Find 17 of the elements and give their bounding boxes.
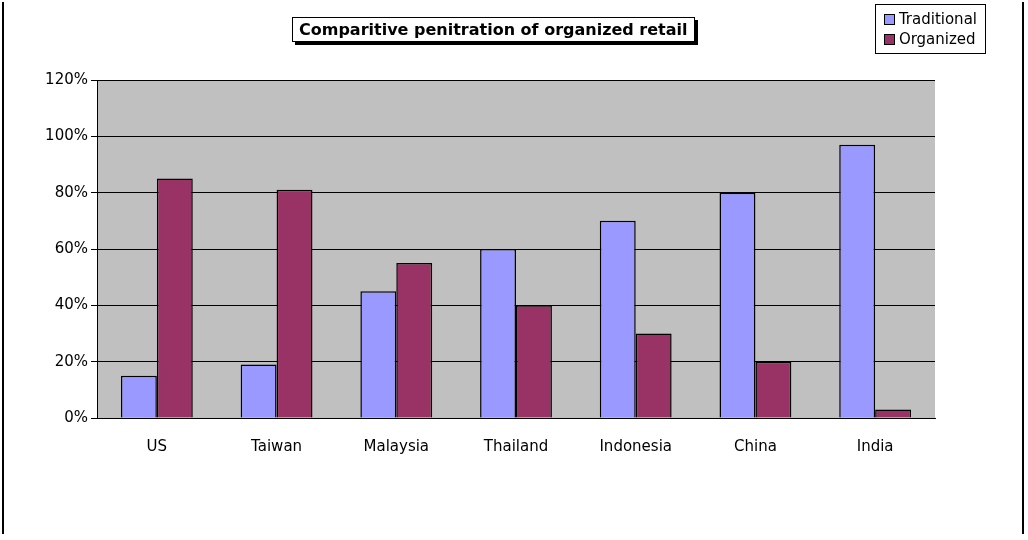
y-tick-label: 0% [64, 407, 88, 426]
x-tick-label: Indonesia [599, 436, 672, 455]
chart-title: Comparitive penitration of organized retail [292, 17, 695, 42]
x-tick-label: Malaysia [363, 436, 430, 455]
x-tick-label: Thailand [482, 436, 549, 455]
x-tick-label: US [146, 436, 168, 455]
y-tick-label: 100% [45, 126, 88, 145]
y-tick-label: 80% [54, 182, 88, 201]
x-tick-label: India [856, 436, 894, 455]
x-tick-label: China [734, 436, 777, 455]
legend-label: Traditional [898, 10, 977, 28]
y-tick-label: 40% [54, 295, 88, 314]
legend-label: Organized [898, 30, 976, 48]
x-tick-label: Taiwan [250, 436, 303, 455]
y-tick-label: 120% [45, 69, 88, 88]
y-tick-label: 20% [54, 351, 88, 370]
y-tick-label: 60% [54, 238, 88, 257]
